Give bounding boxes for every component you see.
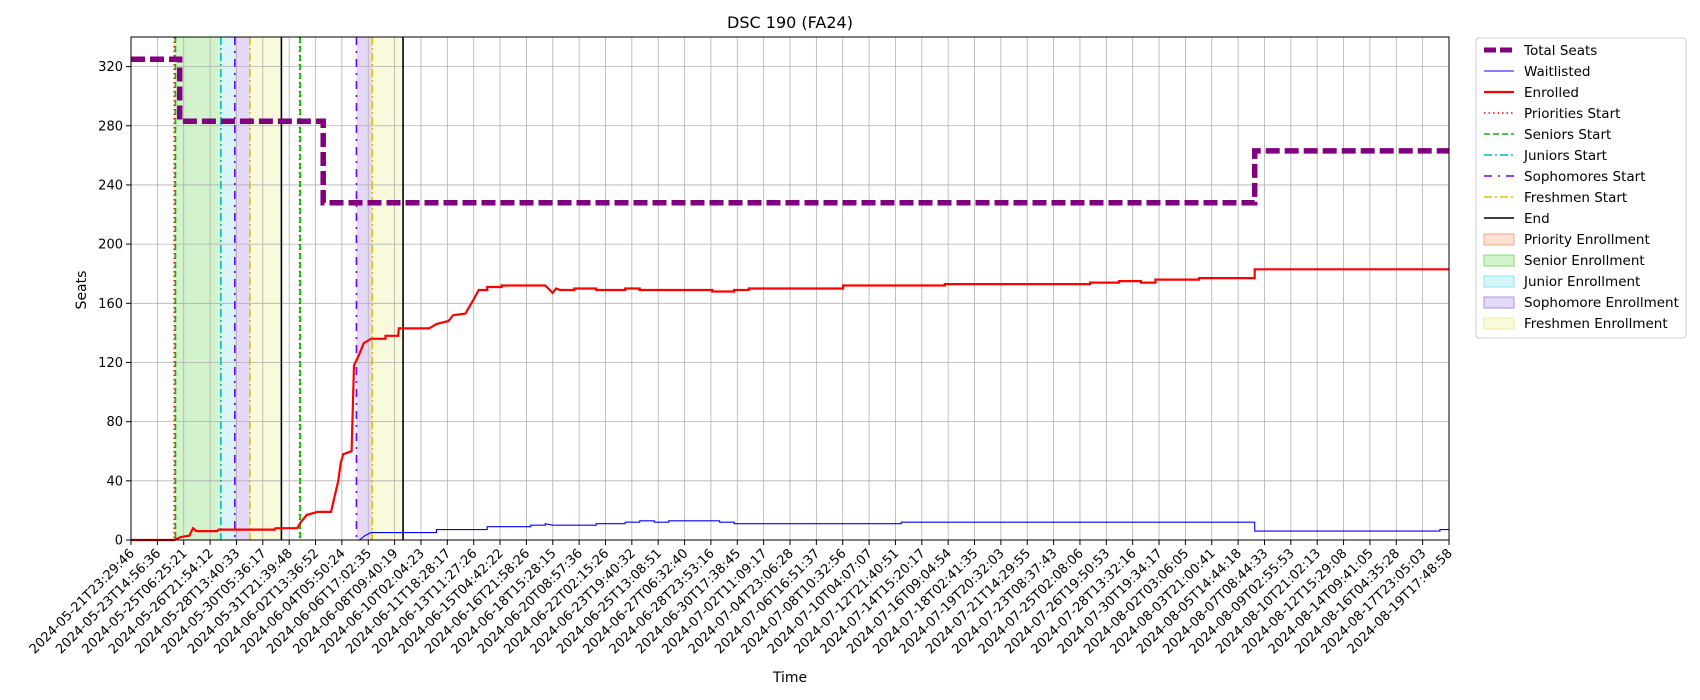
y-tick-label: 320 bbox=[98, 60, 123, 75]
period-band bbox=[249, 37, 282, 540]
legend-label: Priorities Start bbox=[1524, 106, 1620, 122]
legend-label: Sophomore Enrollment bbox=[1524, 295, 1679, 311]
legend-swatch bbox=[1483, 296, 1515, 309]
legend-label: Sophomores Start bbox=[1524, 169, 1646, 185]
x-axis-title: Time bbox=[772, 670, 807, 686]
legend-label: Total Seats bbox=[1523, 43, 1597, 59]
series-line bbox=[131, 56, 1449, 206]
y-tick-label: 80 bbox=[106, 415, 123, 430]
legend-label: End bbox=[1524, 211, 1550, 227]
y-tick-label: 0 bbox=[115, 534, 123, 549]
legend-label: Juniors Start bbox=[1523, 148, 1607, 164]
legend-label: Priority Enrollment bbox=[1524, 232, 1650, 248]
legend-swatch bbox=[1483, 275, 1515, 288]
period-band bbox=[356, 37, 373, 540]
legend-swatch bbox=[1483, 233, 1515, 246]
y-tick-label: 160 bbox=[98, 297, 123, 312]
legend: Total Seats Waitlisted Enrolled Priorities … bbox=[1475, 37, 1687, 339]
legend-label: Waitlisted bbox=[1524, 64, 1591, 80]
legend-label: Freshmen Start bbox=[1524, 190, 1627, 206]
legend-swatch bbox=[1483, 254, 1515, 267]
y-tick-label: 40 bbox=[106, 474, 123, 489]
period-band bbox=[299, 37, 301, 540]
period-band bbox=[234, 37, 250, 540]
legend-label: Enrolled bbox=[1524, 85, 1579, 101]
series-line bbox=[131, 268, 1449, 542]
legend-label: Freshmen Enrollment bbox=[1524, 316, 1668, 332]
legend-label: Seniors Start bbox=[1524, 127, 1611, 143]
legend-label: Senior Enrollment bbox=[1524, 253, 1645, 269]
legend-box bbox=[1475, 37, 1687, 339]
y-tick-label: 240 bbox=[98, 178, 123, 193]
period-band bbox=[372, 37, 404, 540]
period-band bbox=[174, 37, 176, 540]
period-band bbox=[220, 37, 235, 540]
legend-swatch bbox=[1483, 317, 1515, 330]
chart-title: DSC 190 (FA24) bbox=[727, 13, 853, 32]
y-axis-title: Seats bbox=[74, 271, 90, 310]
y-tick-label: 200 bbox=[98, 238, 123, 253]
plot-area: 040801201602002402803202024-05-21T23:29:… bbox=[27, 36, 1456, 657]
series-line bbox=[131, 520, 1449, 541]
y-tick-label: 120 bbox=[98, 356, 123, 371]
legend-label: Junior Enrollment bbox=[1523, 274, 1640, 290]
y-tick-label: 280 bbox=[98, 119, 123, 134]
